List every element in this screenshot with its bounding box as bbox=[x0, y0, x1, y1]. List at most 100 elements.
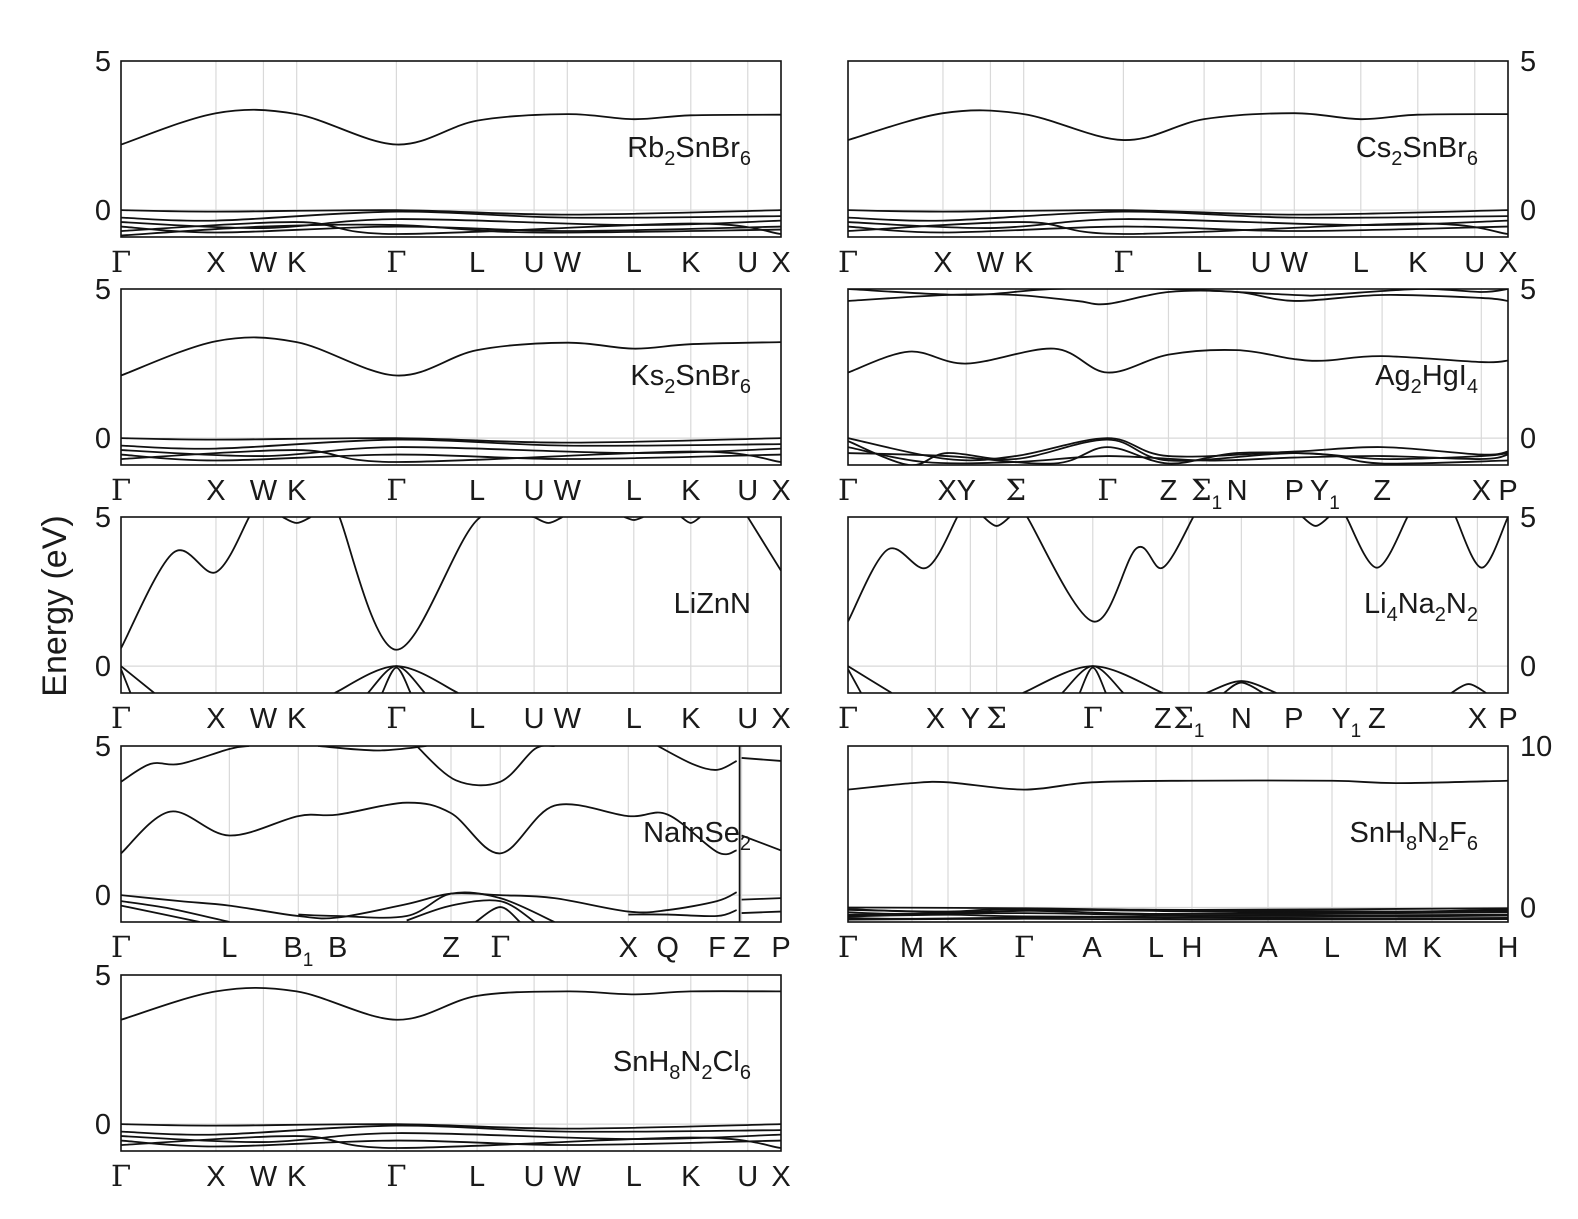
valence-band-line bbox=[1223, 681, 1264, 693]
upper-band-line bbox=[338, 517, 535, 651]
panel-label: Ks2SnBr6 bbox=[630, 360, 751, 398]
kpoint-label: Σ1 bbox=[1191, 473, 1222, 514]
valence-band-line bbox=[121, 904, 200, 922]
valence-band-line bbox=[741, 910, 781, 914]
y-tick-label: 0 bbox=[1520, 195, 1536, 227]
panel-label: SnH8N2F6 bbox=[1350, 817, 1478, 855]
kpoint-label: X bbox=[771, 475, 790, 507]
axes-frame bbox=[847, 60, 1509, 238]
kpoint-label: L bbox=[1353, 247, 1369, 279]
kpoint-label: Γ bbox=[386, 1159, 406, 1193]
axes-frame bbox=[120, 974, 782, 1152]
kpoint-label: N bbox=[1231, 703, 1252, 735]
kpoint-label: Y bbox=[961, 703, 980, 735]
kpoint-label: Σ1 bbox=[1173, 701, 1204, 742]
kpoint-label: U bbox=[1464, 247, 1485, 279]
upper-band-line bbox=[741, 757, 781, 762]
upper-band-line bbox=[1345, 517, 1409, 569]
conduction-band-line bbox=[121, 517, 250, 649]
kpoint-label: U bbox=[737, 1161, 758, 1193]
kpoint-label: Γ bbox=[838, 930, 858, 964]
kpoint-label: Γ bbox=[111, 701, 131, 735]
kpoint-label: X bbox=[619, 932, 638, 964]
kpoint-label: Γ bbox=[111, 930, 131, 964]
kpoint-label: Γ bbox=[386, 473, 406, 507]
kpoint-label: X bbox=[206, 1161, 225, 1193]
kpoint-label: Y1 bbox=[1331, 703, 1361, 742]
valence-band-line bbox=[121, 1123, 781, 1130]
upper-band-line bbox=[1026, 517, 1195, 623]
kpoint-label: W bbox=[554, 475, 582, 507]
kpoint-label: X bbox=[206, 247, 225, 279]
upper-band-line bbox=[680, 517, 701, 524]
valence-band-line bbox=[848, 221, 1508, 235]
y-tick-label: 5 bbox=[95, 46, 111, 78]
kpoint-label: Γ bbox=[1014, 930, 1034, 964]
valence-band-line bbox=[628, 909, 737, 918]
kpoint-label: U bbox=[1251, 247, 1272, 279]
kpoint-label: Γ bbox=[111, 473, 131, 507]
kpoint-label: W bbox=[554, 703, 582, 735]
kpoint-label: Σ bbox=[986, 701, 1007, 735]
kpoint-label: Γ bbox=[490, 930, 510, 964]
kpoint-label: K bbox=[287, 703, 307, 735]
valence-band-line bbox=[121, 209, 781, 216]
valence-band-line bbox=[121, 1135, 781, 1149]
y-tick-label: 10 bbox=[1520, 731, 1552, 763]
kpoint-label: W bbox=[977, 247, 1005, 279]
y-tick-label: 5 bbox=[95, 502, 111, 534]
y-tick-label: 5 bbox=[1520, 274, 1536, 306]
valence-band-line bbox=[367, 665, 426, 693]
kpoint-label: K bbox=[1422, 932, 1442, 964]
kpoint-label: W bbox=[250, 1161, 278, 1193]
panel-label: Li4Na2N2 bbox=[1364, 588, 1478, 626]
valence-band-line bbox=[121, 210, 781, 222]
valence-band-line bbox=[298, 891, 555, 922]
kpoint-label: X bbox=[771, 247, 790, 279]
panel-label: SnH8N2Cl6 bbox=[613, 1046, 751, 1084]
kpoint-label: Z bbox=[1373, 475, 1391, 507]
valence-band-line bbox=[121, 1139, 781, 1148]
kpoint-label: L bbox=[469, 475, 485, 507]
valence-band-line bbox=[121, 1124, 781, 1136]
bands-ks2snbr6 bbox=[121, 336, 781, 463]
panel-label: Ag2HgI4 bbox=[1375, 360, 1478, 398]
axes-frame bbox=[120, 60, 782, 238]
y-tick-label: 0 bbox=[1520, 423, 1536, 455]
valence-band-line bbox=[1206, 680, 1277, 693]
y-tick-label: 0 bbox=[95, 195, 111, 227]
kpoint-label: L bbox=[626, 247, 642, 279]
y-tick-label: 5 bbox=[95, 960, 111, 992]
conduction-band-line bbox=[848, 109, 1508, 141]
panel-label: LiZnN bbox=[674, 588, 751, 620]
kpoint-label: P bbox=[1498, 703, 1517, 735]
valence-band-line bbox=[848, 446, 1508, 465]
valence-band-line bbox=[121, 665, 155, 693]
kpoint-label: L bbox=[221, 932, 237, 964]
kpoint-label: F bbox=[708, 932, 726, 964]
kpoint-label: Y bbox=[957, 475, 976, 507]
kpoint-label: L bbox=[626, 1161, 642, 1193]
y-tick-label: 5 bbox=[95, 274, 111, 306]
bands-nainse2 bbox=[121, 746, 781, 922]
upper-band-line bbox=[746, 517, 781, 572]
panel-label: Cs2SnBr6 bbox=[1356, 132, 1478, 170]
kpoint-label: K bbox=[287, 1161, 307, 1193]
valence-band-line bbox=[741, 897, 781, 901]
valence-band-line bbox=[406, 899, 536, 922]
valence-band-line bbox=[121, 900, 230, 922]
kpoint-label: L bbox=[1148, 932, 1164, 964]
kpoint-label: X bbox=[1498, 247, 1517, 279]
upper-band-line bbox=[121, 746, 250, 783]
upper-band-line bbox=[415, 746, 555, 787]
y-tick-label: 5 bbox=[1520, 46, 1536, 78]
valence-band-line bbox=[848, 908, 1508, 914]
y-tick-label: 0 bbox=[95, 880, 111, 912]
y-axis-label: Energy (eV) bbox=[36, 515, 74, 696]
kpoint-label: Γ bbox=[111, 245, 131, 279]
conduction-band-line bbox=[121, 108, 781, 146]
kpoint-label: W bbox=[250, 247, 278, 279]
